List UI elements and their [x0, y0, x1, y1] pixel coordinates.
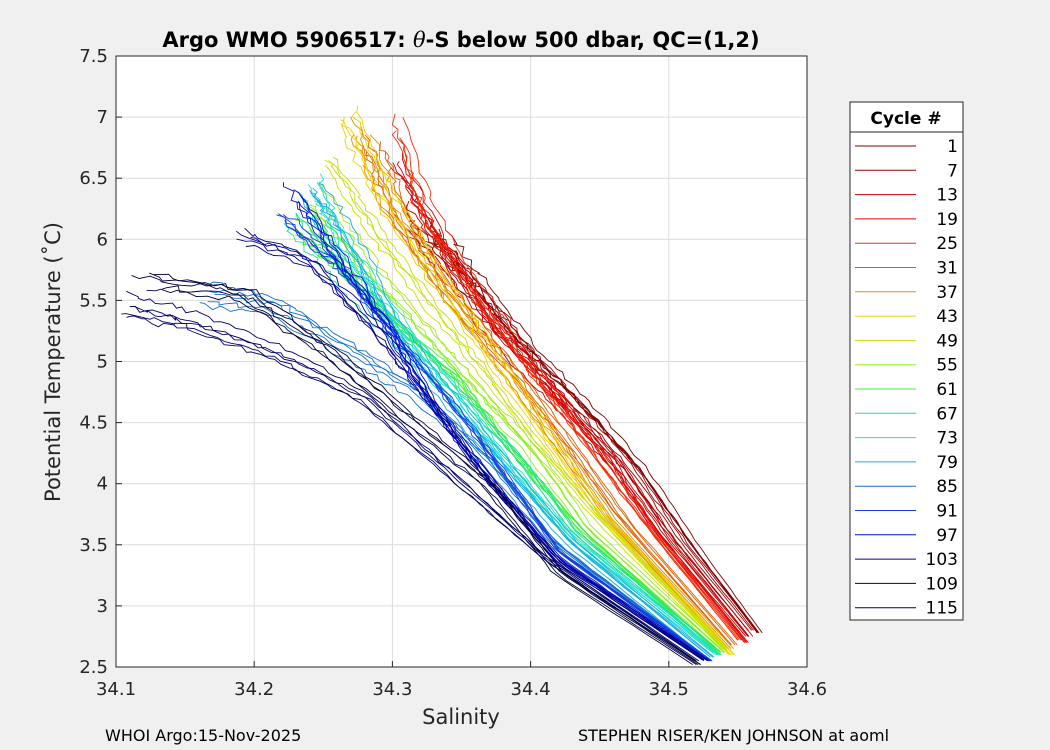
x-tick-label: 34.2: [234, 679, 274, 700]
legend-label-7: 7: [947, 161, 958, 181]
legend-label-19: 19: [936, 210, 958, 230]
profile-line-cycle-31: [385, 152, 738, 646]
legend-label-13: 13: [936, 186, 958, 206]
profile-line-cycle-25: [391, 130, 739, 641]
legend-label-103: 103: [926, 550, 958, 570]
legend-label-85: 85: [936, 477, 958, 497]
legend-title: Cycle #: [870, 109, 941, 129]
title-theta: θ: [413, 28, 426, 52]
profile-line-cycle-25: [402, 117, 743, 641]
footer-left: WHOI Argo:15-Nov-2025: [105, 726, 302, 745]
y-tick-label: 4: [97, 474, 108, 495]
x-axis-ticks: 34.1 34.2 34.3 34.4 34.5 34.6: [96, 661, 827, 700]
profile-line-cycle-43: [351, 111, 734, 656]
y-tick-label: 3: [97, 596, 108, 617]
footer-right: STEPHEN RISER/KEN JOHNSON at aoml: [578, 726, 890, 745]
x-tick-label: 34.5: [649, 679, 689, 700]
y-tick-label: 2.5: [79, 657, 108, 678]
x-tick-label: 34.6: [787, 679, 827, 700]
profile-line-cycle-109: [126, 290, 697, 662]
x-tick-label: 34.4: [511, 679, 551, 700]
legend-label-25: 25: [936, 234, 958, 254]
profile-line-cycle-55: [307, 204, 724, 653]
profile-line-cycle-1: [445, 229, 763, 634]
profile-line-cycle-115: [149, 272, 699, 665]
profile-line-cycle-115: [153, 273, 701, 665]
profile-line-cycle-49: [318, 181, 723, 650]
profile-line-cycle-49: [324, 159, 726, 650]
profile-line-cycle-61: [294, 234, 718, 656]
profile-line-cycle-31: [364, 134, 732, 646]
profile-line-cycle-55: [321, 206, 729, 653]
profile-line-cycle-49: [324, 164, 725, 650]
legend-label-49: 49: [936, 331, 958, 351]
profile-line-cycle-103: [236, 230, 703, 661]
legend-label-37: 37: [936, 283, 958, 303]
profile-line-cycle-103: [250, 236, 708, 661]
profile-line-cycle-91: [284, 220, 712, 662]
profile-line-cycle-55: [309, 204, 725, 653]
legend-label-43: 43: [936, 307, 958, 327]
profile-line-cycle-79: [318, 183, 715, 658]
x-axis-label: Salinity: [422, 705, 500, 729]
profile-line-cycle-19: [400, 177, 749, 643]
profile-series: [121, 105, 763, 665]
y-tick-label: 6: [97, 229, 108, 250]
profile-line-cycle-43: [340, 123, 730, 656]
legend-label-73: 73: [936, 429, 958, 449]
profile-line-cycle-79: [297, 191, 707, 658]
y-tick-label: 5: [97, 352, 108, 373]
title-suffix: -S below 500 dbar, QC=(1,2): [426, 28, 760, 52]
profile-line-cycle-49: [332, 156, 728, 650]
legend-label-55: 55: [936, 356, 958, 376]
profile-line-cycle-25: [391, 113, 738, 641]
profile-line-cycle-79: [315, 198, 714, 658]
profile-line-cycle-67: [295, 213, 718, 653]
y-axis-label: Potential Temperature (˚C): [41, 222, 65, 502]
profile-line-cycle-49: [328, 159, 727, 650]
profile-line-cycle-43: [356, 105, 736, 656]
legend-label-115: 115: [926, 599, 958, 619]
legend-label-31: 31: [936, 259, 958, 279]
profile-line-cycle-109: [126, 315, 696, 662]
y-tick-label: 5.5: [79, 290, 108, 311]
legend-items: 1 7 13 19 25 31 37 43 49 55 61 67 73 79 85 91 97 103 109 11…: [855, 137, 958, 619]
x-tick-label: 34.3: [372, 679, 412, 700]
y-tick-label: 4.5: [79, 413, 108, 434]
profile-line-cycle-97: [299, 194, 710, 662]
legend-label-67: 67: [936, 404, 958, 424]
title-prefix: Argo WMO 5906517:: [162, 28, 413, 52]
y-axis-ticks: 2.5 3 3.5 4 4.5 5 5.5 6 6.5 7 7.5: [79, 46, 122, 678]
profile-line-cycle-85: [209, 289, 710, 661]
profile-line-cycle-73: [318, 173, 720, 656]
y-tick-label: 3.5: [79, 535, 108, 556]
profile-line-cycle-25: [401, 139, 742, 641]
legend: Cycle # 1 7 13 19 25 31 37 43 49 55 61 67 73 79 85 91 97…: [849, 101, 964, 621]
profile-line-cycle-73: [316, 181, 720, 656]
y-tick-label: 6.5: [79, 168, 108, 189]
chart-title: Argo WMO 5906517: θ-S below 500 dbar, QC…: [162, 28, 759, 52]
y-tick-label: 7: [97, 107, 108, 128]
x-tick-label: 34.1: [96, 679, 136, 700]
profile-line-cycle-19: [402, 152, 748, 643]
profile-line-cycle-115: [131, 274, 693, 665]
profile-line-cycle-103: [244, 227, 705, 661]
profile-line-cycle-91: [276, 214, 710, 662]
legend-label-79: 79: [936, 453, 958, 473]
legend-label-109: 109: [926, 574, 958, 594]
legend-label-61: 61: [936, 380, 958, 400]
legend-label-97: 97: [936, 526, 958, 546]
profile-line-cycle-7: [437, 228, 757, 631]
profile-line-cycle-7: [425, 218, 754, 631]
legend-box: [849, 101, 964, 621]
legend-label-1: 1: [947, 137, 958, 157]
profile-line-cycle-85: [199, 302, 707, 661]
legend-label-91: 91: [936, 502, 958, 522]
y-tick-label: 7.5: [79, 46, 108, 67]
